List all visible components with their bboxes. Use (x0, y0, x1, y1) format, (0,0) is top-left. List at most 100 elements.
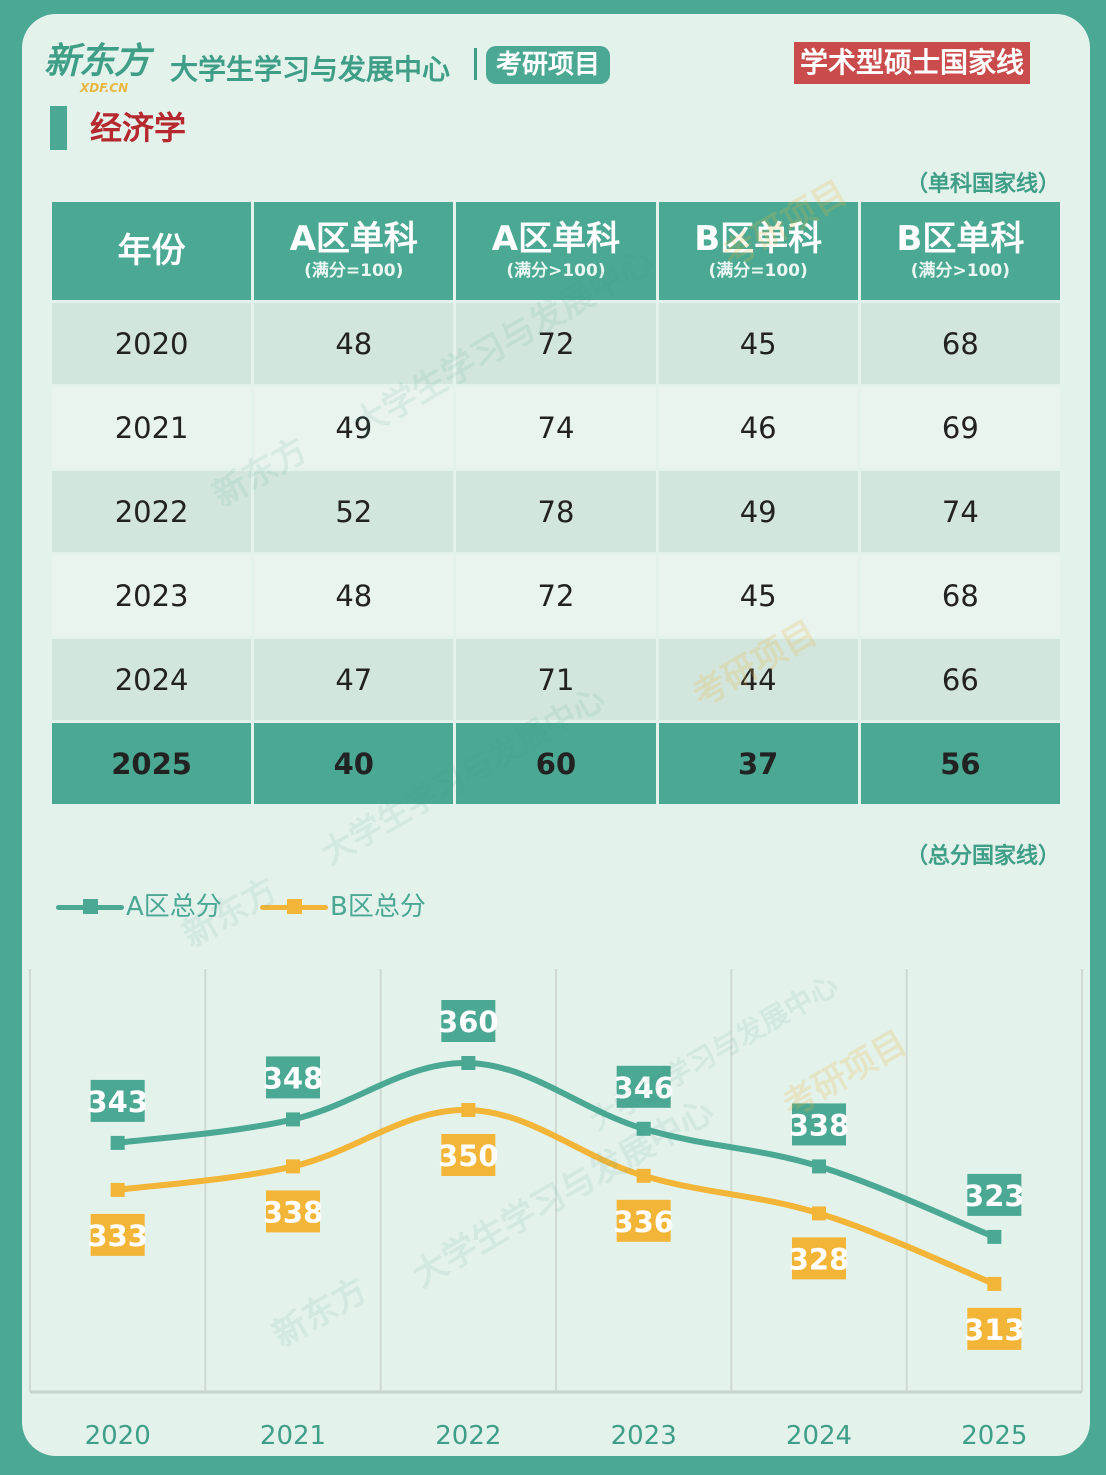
x-tick-label: 2022 (435, 1421, 501, 1451)
data-label-box (90, 1213, 145, 1256)
table-header-label: 年份 (117, 231, 186, 271)
data-point (461, 1103, 476, 1117)
table-header-label: B区单科 (694, 219, 823, 259)
data-point (987, 1229, 1002, 1244)
data-point (110, 1135, 125, 1150)
table-row: 2024 47 71 44 66 (52, 639, 1060, 723)
table-cell: 72 (456, 303, 656, 387)
data-point (110, 1182, 125, 1197)
total-score-line-chart: 2020 2021 2022 2023 2024 2025 343 348 360 346 338 3… (29, 969, 1083, 1451)
data-label: 360 (438, 1005, 499, 1039)
table-header-cell: A区单科 (满分=100) (254, 202, 454, 303)
table-cell: 37 (658, 723, 858, 807)
table-cell: 71 (456, 639, 656, 723)
table-header-sublabel: (满分>100) (506, 261, 606, 281)
table-cell: 44 (658, 639, 858, 723)
table-row: 2020 48 72 45 68 (52, 303, 1060, 387)
data-label: 346 (613, 1071, 674, 1105)
table-header-label: B区单科 (896, 219, 1025, 259)
series-line-a (114, 1059, 998, 1240)
data-label: 348 (263, 1061, 324, 1095)
logo-sub: XDF.CN (80, 81, 129, 95)
center-title: 大学生学习与发展中心 (170, 53, 451, 86)
data-label: 336 (613, 1205, 674, 1239)
table-cell: 48 (254, 303, 454, 387)
data-label-box (441, 1000, 496, 1042)
data-point (286, 1112, 300, 1127)
data-label-box (967, 1307, 1022, 1350)
data-point (636, 1168, 651, 1183)
table-header-cell: A区单科 (满分>100) (456, 202, 656, 303)
data-label-box (90, 1079, 145, 1122)
data-label: 328 (789, 1242, 850, 1276)
table-row: 2025 40 60 37 56 (52, 723, 1060, 807)
table-row: 2022 52 78 49 74 (52, 471, 1060, 555)
table-header-sublabel: (满分>100) (910, 261, 1011, 281)
data-label: 338 (263, 1195, 324, 1229)
data-point (812, 1159, 826, 1174)
table-header-label: A区单科 (491, 219, 621, 259)
legend-marker-b (287, 899, 302, 914)
kaoyan-tag: 考研项目 (486, 46, 611, 84)
data-point (812, 1206, 826, 1221)
table-cell: 2020 (52, 303, 252, 387)
data-label: 338 (789, 1108, 850, 1142)
table-cell: 40 (254, 723, 454, 807)
data-point (286, 1159, 300, 1174)
section-marker (50, 106, 67, 150)
table-cell: 72 (456, 555, 656, 639)
card: 新东方 XDF.CN 大学生学习与发展中心 考研项目 学术型硕士国家线 经济学 … (22, 14, 1090, 1456)
section-title: 经济学 (90, 109, 187, 147)
table-cell: 66 (860, 639, 1060, 723)
table-cell: 68 (860, 303, 1060, 387)
table-cell: 46 (658, 387, 858, 471)
legend-label-a: A区总分 (126, 892, 222, 922)
x-tick-label: 2024 (786, 1421, 852, 1451)
table-header-label: A区单科 (289, 219, 418, 259)
table-cell: 68 (860, 555, 1060, 639)
series-line-b (114, 1106, 998, 1287)
x-tick-label: 2023 (611, 1421, 677, 1451)
title-separator (474, 48, 477, 80)
table-cell: 49 (254, 387, 454, 471)
data-label-box (266, 1190, 320, 1233)
legend-marker-a (83, 899, 98, 914)
table-cell: 2021 (52, 387, 252, 471)
data-label-box (266, 1056, 320, 1099)
data-label: 333 (87, 1219, 148, 1253)
table-cell: 74 (860, 471, 1060, 555)
table-cell: 2022 (52, 471, 252, 555)
data-point (636, 1121, 651, 1136)
table-cell: 52 (254, 471, 454, 555)
data-label-box (792, 1237, 846, 1280)
table-cell: 2023 (52, 555, 252, 639)
table-cell: 69 (860, 387, 1060, 471)
data-label: 323 (964, 1179, 1025, 1213)
single-subject-note: （单科国家线） (905, 172, 1060, 197)
table-cell: 2025 (52, 723, 252, 807)
score-table: 年份 A区单科 (满分=100) A区单科 (满分>100) B区单科 (满分=100) B区… (49, 202, 1063, 807)
table-cell: 60 (456, 723, 656, 807)
data-label: 350 (438, 1139, 499, 1173)
table-cell: 56 (860, 723, 1060, 807)
data-label-box (792, 1103, 846, 1146)
table-cell: 45 (658, 303, 858, 387)
table-row: 2023 48 72 45 68 (52, 555, 1060, 639)
table-header-sublabel: (满分=100) (304, 261, 404, 281)
total-score-note: （总分国家线） (905, 844, 1060, 869)
table-cell: 45 (658, 555, 858, 639)
table-header-sublabel: (满分=100) (708, 261, 808, 281)
table-cell: 49 (658, 471, 858, 555)
x-tick-label: 2025 (961, 1421, 1027, 1451)
table-header-cell: B区单科 (满分=100) (658, 202, 858, 303)
data-label: 313 (964, 1313, 1025, 1347)
xdf-logo: 新东方 XDF.CN (44, 42, 150, 95)
x-tick-label: 2020 (85, 1421, 151, 1451)
data-point (461, 1056, 476, 1070)
academic-master-tag: 学术型硕士国家线 (794, 42, 1031, 84)
table-cell: 78 (456, 471, 656, 555)
data-label-box (967, 1173, 1022, 1216)
x-tick-label: 2021 (260, 1421, 326, 1451)
table-header-cell: 年份 (52, 202, 252, 303)
data-label-box (616, 1199, 671, 1242)
